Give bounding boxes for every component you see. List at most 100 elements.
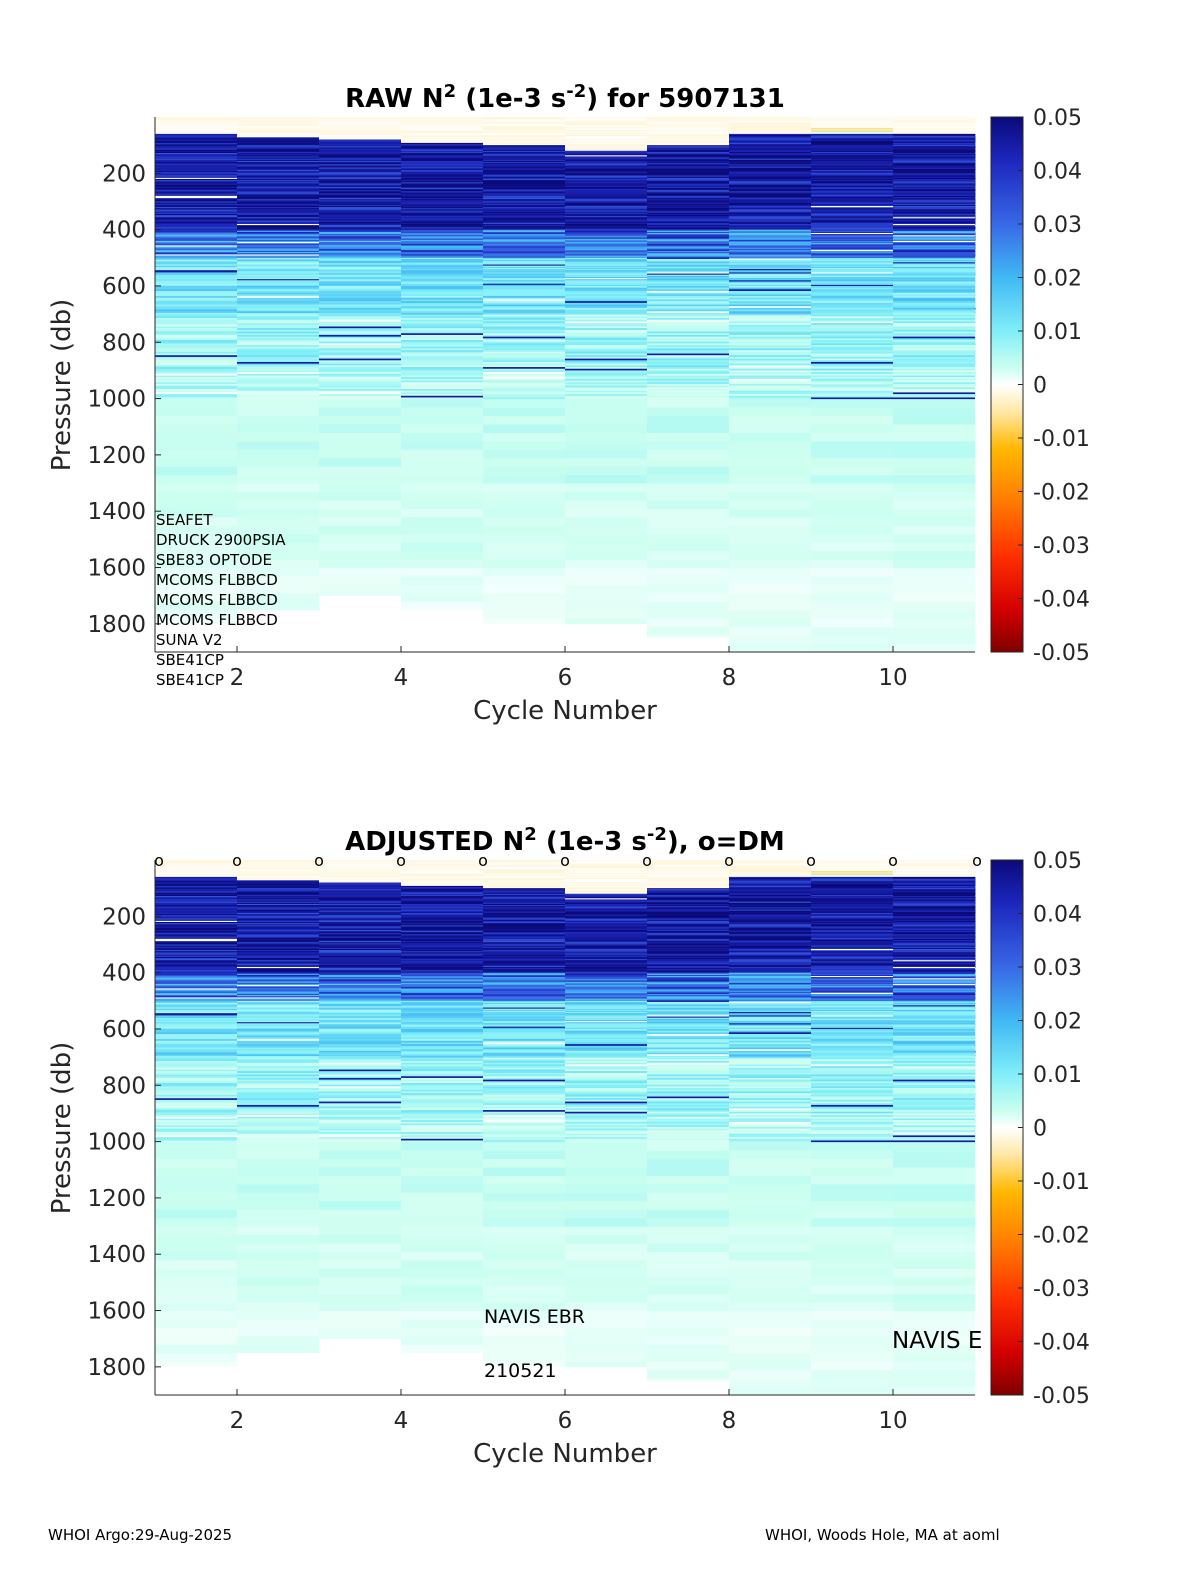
heat-cell [729, 1260, 812, 1269]
heat-cell [483, 509, 566, 518]
sensor-annotation: MCOMS FLBBCD [156, 611, 278, 629]
heat-cell [729, 509, 812, 518]
heat-cell [237, 450, 320, 459]
heat-cell [483, 568, 566, 577]
heat-cell [155, 1328, 238, 1337]
x-tick-label: 10 [878, 665, 907, 691]
heat-cell [565, 475, 648, 484]
heat-cell [729, 475, 812, 484]
heat-cell [401, 1277, 484, 1286]
heat-cell [565, 467, 648, 476]
heat-cell [237, 1201, 320, 1210]
sensor-annotation: SEAFET [156, 511, 213, 529]
heat-cell [319, 509, 402, 518]
heat-cell [401, 1252, 484, 1261]
heat-cell [483, 517, 566, 526]
sensor-annotation: DRUCK 2900PSIA [156, 531, 286, 549]
heat-cell [729, 1294, 812, 1303]
heat-cell [565, 484, 648, 493]
heat-cell [483, 1294, 566, 1303]
heat-cell [811, 1345, 894, 1354]
heat-cell [729, 424, 812, 433]
heat-cell [647, 1210, 730, 1219]
heat-cell [565, 1286, 648, 1295]
heat-cell [811, 424, 894, 433]
heat-cell [811, 543, 894, 552]
heat-cell [565, 492, 648, 501]
heat-cell [401, 517, 484, 526]
heat-cell [811, 560, 894, 569]
heat-cell [237, 467, 320, 476]
heat-cell [647, 551, 730, 560]
heat-cell [811, 492, 894, 501]
heat-cell [237, 1235, 320, 1244]
heat-cell [811, 636, 894, 645]
heat-cell [237, 1252, 320, 1261]
heat-cell [893, 433, 976, 442]
heat-cell [565, 408, 648, 417]
heat-cell [729, 458, 812, 467]
heat-cell [237, 1328, 320, 1337]
heat-cell [729, 1387, 812, 1395]
heat-cell [647, 399, 730, 408]
heat-cell [401, 560, 484, 569]
heat-cell [155, 1353, 238, 1362]
heat-cell [483, 1184, 566, 1193]
heat-cell [483, 1252, 566, 1261]
heat-cell [729, 1303, 812, 1312]
heat-cell [811, 1370, 894, 1379]
heat-cell [401, 484, 484, 493]
heat-cell [565, 1176, 648, 1185]
heat-cell [483, 551, 566, 560]
heat-cell [565, 1353, 648, 1362]
heat-cell [647, 433, 730, 442]
heat-cell [729, 1227, 812, 1236]
heat-cell [893, 399, 976, 408]
heat-cell [155, 1269, 238, 1278]
heat-cell [565, 1252, 648, 1261]
heat-cell [729, 484, 812, 493]
heat-cell [893, 408, 976, 417]
heat-cell [975, 577, 976, 586]
heat-cell [647, 577, 730, 586]
heat-cell [647, 1176, 730, 1185]
heat-cell [647, 1353, 730, 1362]
heat-cell [483, 416, 566, 425]
heat-cell [565, 1218, 648, 1227]
heat-cell [401, 441, 484, 450]
heat-cell [483, 484, 566, 493]
heat-cell [401, 1193, 484, 1202]
heat-cell [319, 1320, 402, 1329]
heat-cell [893, 450, 976, 459]
heat-cell [729, 1201, 812, 1210]
heat-cell [237, 501, 320, 510]
heat-cell [729, 1184, 812, 1193]
heat-cell [811, 450, 894, 459]
heat-cell [155, 1303, 238, 1312]
heat-cell [811, 1193, 894, 1202]
heat-cell [401, 1210, 484, 1219]
heat-cell [401, 526, 484, 535]
heat-cell [893, 501, 976, 510]
heat-cell [729, 1353, 812, 1362]
heat-cell [565, 517, 648, 526]
heat-cell [647, 441, 730, 450]
heat-cell [811, 416, 894, 425]
heat-cell [483, 1336, 566, 1345]
heat-cell [319, 441, 402, 450]
heat-cell [401, 1311, 484, 1320]
heat-cell [237, 1286, 320, 1295]
heat-cell [237, 441, 320, 450]
colorbar-tick-label: -0.02 [1033, 481, 1090, 506]
heat-cell [483, 1159, 566, 1168]
heat-cell [483, 534, 566, 543]
heat-cell [319, 1142, 402, 1151]
heat-cell [565, 1159, 648, 1168]
heat-cell [483, 475, 566, 484]
heat-cell [647, 526, 730, 535]
colorbar-tick-label: 0.05 [1033, 106, 1082, 131]
heat-cell [647, 484, 730, 493]
heat-cell [483, 585, 566, 594]
heat-cell [647, 593, 730, 602]
heat-cell [811, 1167, 894, 1176]
